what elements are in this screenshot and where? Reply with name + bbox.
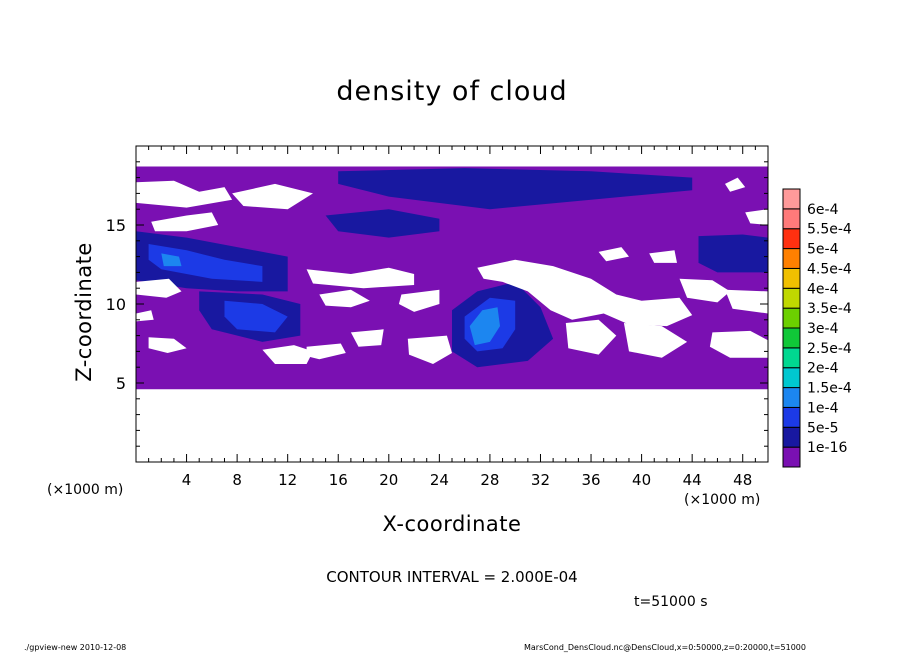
colorbar-label: 2.5e-4 [807, 341, 852, 357]
x-tick-label: 20 [379, 471, 398, 489]
clear-region-10 [306, 343, 346, 360]
colorbar-label: 4.5e-4 [807, 261, 852, 277]
x-axis: 4 8 12 16 20 24 28 32 36 40 44 48 [148, 146, 756, 489]
colorbar-swatch-0 [782, 446, 801, 468]
x-tick-label: 24 [430, 471, 449, 489]
y-tick-label: 15 [106, 216, 126, 235]
y-tick-label: 5 [116, 374, 126, 393]
colorbar-label: 2e-4 [807, 361, 839, 377]
clear-region-8 [319, 289, 370, 308]
clear-region-2 [151, 212, 219, 232]
x-axis-unit-right: (×1000 m) [684, 492, 761, 508]
colorbar-swatch-9 [782, 267, 801, 289]
colorbar-swatch-13 [782, 188, 801, 210]
colorbar-swatch-7 [782, 307, 801, 329]
cloud-region-6 [325, 209, 440, 238]
colorbar-swatch-3 [782, 387, 801, 408]
colorbar-swatch-4 [782, 367, 801, 389]
colorbar-swatch-11 [782, 228, 801, 250]
clear-region-17 [725, 289, 768, 314]
y-axis: 5 10 15 [106, 161, 768, 447]
clear-region-14 [565, 319, 617, 355]
x-tick-label: 28 [480, 471, 499, 489]
clear-region-1 [232, 183, 313, 210]
colorbar-label: 6e-4 [807, 202, 839, 218]
y-axis-label: Z-coordinate [72, 242, 96, 382]
clear-region-9 [350, 329, 384, 347]
clear-region-21 [598, 247, 629, 262]
colorbar-swatch-1 [782, 426, 801, 448]
clear-region-3 [136, 278, 182, 298]
colorbar-label: 1e-4 [807, 400, 839, 416]
colorbar-swatch-10 [782, 248, 801, 269]
colorbar-swatch-8 [782, 287, 801, 309]
cloud-region-7 [148, 244, 263, 282]
x-tick-label: 40 [632, 471, 651, 489]
clear-region-5 [148, 337, 187, 353]
time-label: t=51000 s [634, 594, 708, 610]
footer-left: ./gpview-new 2010-12-08 [24, 643, 127, 652]
clear-region-4 [136, 310, 154, 322]
clear-region-6 [306, 267, 415, 289]
clear-region-0 [136, 180, 233, 208]
clear-region-12 [407, 335, 452, 364]
colorbar-label: 5e-5 [807, 420, 838, 436]
colorbar-label: 5.5e-4 [807, 222, 852, 238]
colorbar-swatch-12 [782, 208, 801, 230]
clear-region-20 [745, 209, 768, 225]
clear-region-18 [709, 330, 768, 358]
colorbar-label: 4e-4 [807, 281, 839, 297]
colorbar-label: 1.5e-4 [807, 381, 852, 397]
colorbar-label: 1e-16 [807, 440, 847, 456]
cloud-region-1 [338, 168, 693, 210]
cloud-region-5 [698, 234, 768, 273]
density-field [136, 166, 768, 390]
x-tick-label: 44 [683, 471, 702, 489]
clear-region-7 [398, 289, 440, 312]
x-tick-label: 16 [329, 471, 348, 489]
clear-region-13 [477, 259, 693, 327]
chart-title: density of cloud [336, 76, 568, 107]
x-tick-label: 32 [531, 471, 550, 489]
colorbar-swatch-2 [782, 406, 801, 428]
cloud-region-9 [224, 300, 288, 333]
x-tick-label: 8 [232, 471, 242, 489]
x-tick-label: 48 [733, 471, 752, 489]
y-tick-label: 10 [106, 295, 126, 314]
footer-right: MarsCond_DensCloud.nc@DensCloud,x=0:5000… [524, 643, 806, 652]
x-tick-label: 4 [182, 471, 192, 489]
x-axis-unit-left: (×1000 m) [47, 482, 124, 498]
clear-region-22 [649, 250, 677, 263]
colorbar-label: 3e-4 [807, 321, 839, 337]
clear-region-11 [262, 345, 313, 364]
clear-region-15 [623, 323, 688, 358]
contour-interval: CONTOUR INTERVAL = 2.000E-04 [326, 568, 578, 586]
colorbar-swatch-6 [782, 327, 801, 349]
clear-region-16 [679, 278, 731, 303]
x-tick-label: 36 [581, 471, 600, 489]
colorbar-label: 3.5e-4 [807, 301, 852, 317]
cloud-region-10 [469, 307, 500, 346]
x-tick-label: 12 [278, 471, 297, 489]
colorbar: 1e-16 5e-5 1e-4 1.5e-4 2e-4 2.5e-4 3e-4 3.5e-4 4… [782, 188, 852, 468]
x-axis-label: X-coordinate [382, 512, 522, 536]
colorbar-label: 5e-4 [807, 242, 839, 258]
clear-region-19 [725, 177, 746, 192]
colorbar-swatch-5 [782, 347, 801, 369]
cloud-region-11 [161, 253, 182, 267]
